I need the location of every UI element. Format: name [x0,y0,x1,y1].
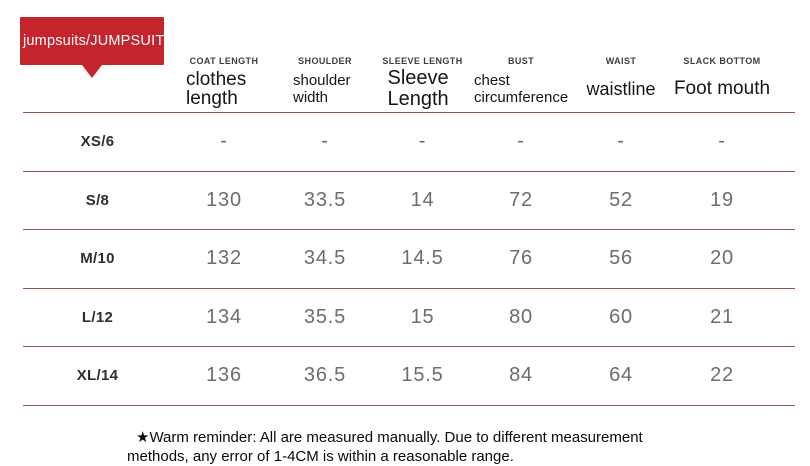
value-cell: 60 [609,305,633,328]
value-cell: 22 [710,364,734,387]
value-cell: 80 [509,305,533,328]
value-cell: 56 [609,247,633,270]
value-cell: 14.5 [401,247,444,270]
header-caps-coat-length: COAT LENGTH [189,56,259,66]
category-badge-label: jumpsuits/JUMPSUIT [23,33,165,49]
table-row-s8: S/8 130 33.5 14 72 52 19 [23,172,795,230]
value-cell: 76 [509,247,533,270]
header-label-waistline: waistline [586,78,656,99]
table-row-xl14: XL/14 136 36.5 15.5 84 64 22 [23,347,795,406]
header-label-shoulder-width: shoulder width [293,71,351,106]
value-cell: 14 [410,188,435,211]
value-cell: 34.5 [303,247,347,270]
value-cell: 33.5 [303,188,347,211]
header-label-chest-circumference: chest circumference [474,71,569,106]
value-cell: 84 [509,364,533,387]
header-caps-slack-bottom: SLACK BOTTOM [683,56,761,66]
size-label: M/10 [80,250,115,268]
header-slack-bottom: SLACK BOTTOM Foot mouth [671,40,795,112]
value-cell: 136 [206,364,242,387]
value-cell: 35.5 [303,305,347,328]
size-label: XL/14 [76,367,119,385]
value-cell: 15.5 [401,364,444,387]
value-cell: - [718,130,726,153]
header-caps-waist: WAIST [605,56,637,66]
header-caps-shoulder: SHOULDER [298,56,352,66]
header-bust: BUST chest circumference [471,40,571,112]
size-table: COAT LENGTH clothes length SHOULDER shou… [23,40,795,406]
header-shoulder: SHOULDER shoulder width [276,40,374,112]
value-cell: 20 [710,247,734,270]
value-cell: 132 [206,247,242,270]
value-cell: 36.5 [303,364,347,387]
value-cell: 15 [410,305,435,328]
value-cell: - [321,130,329,153]
header-label-foot-mouth: Foot mouth [673,78,771,99]
value-cell: 64 [609,364,633,387]
table-header-row: COAT LENGTH clothes length SHOULDER shou… [23,40,795,113]
value-cell: 72 [509,188,533,211]
header-caps-bust: BUST [507,56,535,66]
size-label: S/8 [85,191,110,209]
header-sleeve-length: SLEEVE LENGTH Sleeve Length [374,40,471,112]
header-coat-length: COAT LENGTH clothes length [172,40,276,112]
value-cell: - [418,130,427,153]
badge-pointer-icon [82,65,102,78]
table-row-xs6: XS/6 - - - - - - [23,113,795,172]
value-cell: 19 [710,188,734,211]
header-size-column-spacer [23,40,172,112]
header-label-clothes-length: clothes length [186,68,247,109]
size-label: L/12 [81,308,114,326]
header-caps-sleeve-length: SLEEVE LENGTH [382,56,463,66]
size-label: XS/6 [80,133,115,151]
value-cell: 134 [206,305,242,328]
warm-reminder-note: ★Warm reminder: All are measured manuall… [127,429,643,465]
value-cell: - [517,130,525,153]
value-cell: - [220,130,228,153]
header-waist: WAIST waistline [571,40,671,112]
table-row-l12: L/12 134 35.5 15 80 60 21 [23,289,795,347]
value-cell: 52 [609,188,633,211]
value-cell: - [617,130,625,153]
table-row-m10: M/10 132 34.5 14.5 76 56 20 [23,230,795,289]
value-cell: 21 [710,305,734,328]
category-badge: jumpsuits/JUMPSUIT [20,17,165,78]
value-cell: 130 [206,188,242,211]
header-label-sleeve-length: Sleeve Length [387,66,449,110]
